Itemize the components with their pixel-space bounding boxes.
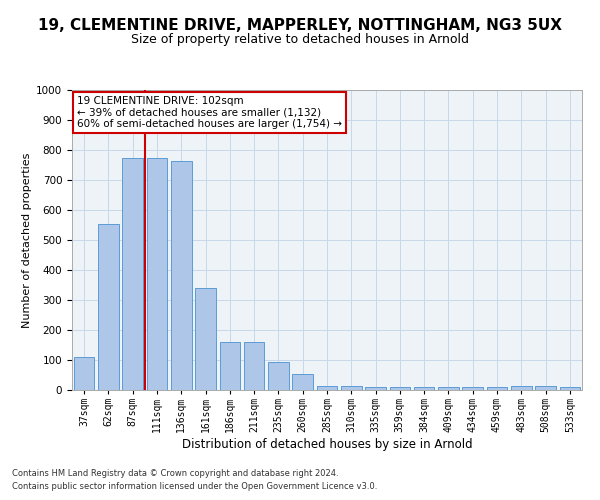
Bar [292, 374, 313, 390]
Bar [560, 387, 580, 390]
Bar [511, 386, 532, 390]
Bar [365, 387, 386, 390]
Bar [487, 387, 508, 390]
Bar [463, 387, 483, 390]
Text: Contains public sector information licensed under the Open Government Licence v3: Contains public sector information licen… [12, 482, 377, 491]
Bar [389, 387, 410, 390]
X-axis label: Distribution of detached houses by size in Arnold: Distribution of detached houses by size … [182, 438, 472, 451]
Bar [244, 342, 265, 390]
Bar [414, 387, 434, 390]
Bar [220, 342, 240, 390]
Text: 19, CLEMENTINE DRIVE, MAPPERLEY, NOTTINGHAM, NG3 5UX: 19, CLEMENTINE DRIVE, MAPPERLEY, NOTTING… [38, 18, 562, 32]
Bar [146, 158, 167, 390]
Bar [268, 362, 289, 390]
Text: Size of property relative to detached houses in Arnold: Size of property relative to detached ho… [131, 32, 469, 46]
Bar [438, 387, 459, 390]
Bar [74, 357, 94, 390]
Bar [122, 158, 143, 390]
Text: Contains HM Land Registry data © Crown copyright and database right 2024.: Contains HM Land Registry data © Crown c… [12, 468, 338, 477]
Bar [98, 224, 119, 390]
Bar [195, 288, 216, 390]
Bar [341, 386, 362, 390]
Bar [171, 160, 191, 390]
Y-axis label: Number of detached properties: Number of detached properties [22, 152, 32, 328]
Text: 19 CLEMENTINE DRIVE: 102sqm
← 39% of detached houses are smaller (1,132)
60% of : 19 CLEMENTINE DRIVE: 102sqm ← 39% of det… [77, 96, 342, 129]
Bar [535, 386, 556, 390]
Bar [317, 386, 337, 390]
